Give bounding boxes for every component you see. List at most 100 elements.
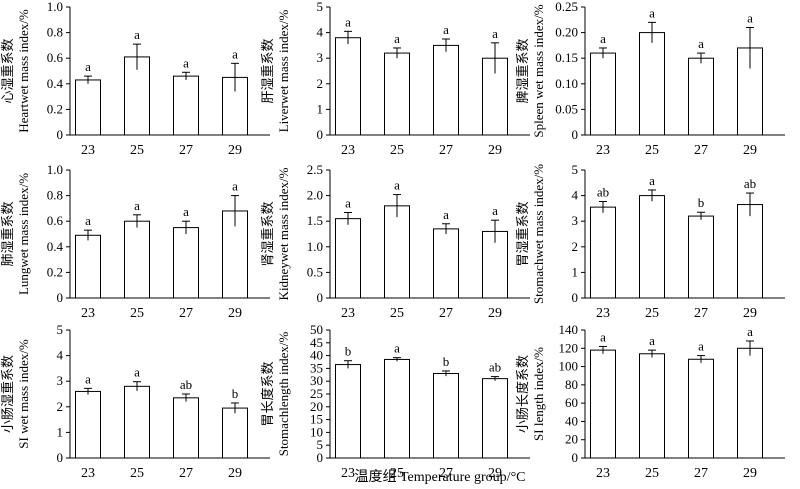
significance-letter: a xyxy=(394,178,400,193)
y-tick-label: 5 xyxy=(57,322,64,337)
y-tick-label: 40 xyxy=(310,348,323,363)
x-tick-label: 23 xyxy=(341,143,355,158)
y-tick-label: 0 xyxy=(317,127,324,142)
bar xyxy=(124,220,150,299)
chart-panel-3: 0 0.2 0.4 0.6 0.8 1.0 a 23 a 25 a 27 a 29 肺湿重系数 Lungwet… xyxy=(0,162,270,321)
y-axis-title-cn: 心湿重系数 xyxy=(0,38,15,103)
y-axis-title-cn: 肺湿重系数 xyxy=(0,201,15,266)
bar xyxy=(173,397,199,459)
bar xyxy=(173,75,199,136)
y-tick-label: 3 xyxy=(317,50,324,65)
y-tick-label: 2 xyxy=(317,76,324,91)
y-tick-label: 2 xyxy=(572,239,579,254)
y-tick-label: 0.10 xyxy=(555,76,578,91)
y-axis-title-cn: 胃湿重系数 xyxy=(515,201,530,266)
significance-letter: a xyxy=(649,173,655,188)
chart-panel-2: 0 0.05 0.10 0.15 0.20 0.25 a 23 a 25 a 27 a 29 脾湿重系数 Sp… xyxy=(515,0,785,158)
x-tick-label: 25 xyxy=(645,306,659,321)
significance-letter: b xyxy=(443,354,450,369)
y-tick-label: 0.6 xyxy=(47,50,64,65)
x-tick-label: 27 xyxy=(439,466,453,481)
bar xyxy=(384,205,410,299)
y-tick-label: 0 xyxy=(572,127,579,142)
y-tick-label: 4 xyxy=(572,188,579,203)
y-axis-title-cn: 肝湿重系数 xyxy=(260,38,275,103)
x-tick-label: 29 xyxy=(228,306,242,321)
y-tick-label: 1 xyxy=(317,101,324,116)
y-tick-label: 50 xyxy=(310,322,323,337)
y-axis-title-en: SI length index/% xyxy=(531,347,546,441)
y-tick-label: 60 xyxy=(565,395,578,410)
y-tick-label: 20 xyxy=(565,432,578,447)
bar xyxy=(75,390,101,459)
y-tick-label: 15 xyxy=(310,412,323,427)
significance-letter: a xyxy=(232,46,238,61)
y-tick-label: 3 xyxy=(572,213,579,228)
bar xyxy=(639,353,665,459)
bar xyxy=(335,364,361,459)
chart-panel-4: 0 0.5 1.0 1.5 2.0 2.5 a 23 a 25 a 27 a 29 肾湿重系数 Kidneyw… xyxy=(260,162,530,321)
chart-panel-0: 0 0.2 0.4 0.6 0.8 1.0 a 23 a 25 a 27 a 29 心湿重系数 Heartwe… xyxy=(0,0,270,158)
significance-letter: a xyxy=(698,339,704,354)
y-tick-label: 1.5 xyxy=(307,213,323,228)
bar xyxy=(688,358,714,459)
y-axis-title-en: SI wet mass index/% xyxy=(16,339,31,449)
y-axis-title-cn: 脾湿重系数 xyxy=(515,38,530,103)
y-tick-label: 0 xyxy=(57,290,64,305)
x-tick-label: 27 xyxy=(439,143,453,158)
significance-letter: a xyxy=(747,324,753,339)
x-tick-label: 29 xyxy=(228,466,242,481)
y-tick-label: 0.4 xyxy=(47,76,64,91)
significance-letter: a xyxy=(134,198,140,213)
significance-letter: b xyxy=(698,195,705,210)
y-tick-label: 140 xyxy=(559,322,579,337)
x-tick-label: 25 xyxy=(390,143,404,158)
y-tick-label: 0 xyxy=(572,450,579,465)
bar xyxy=(433,44,459,136)
y-tick-label: 80 xyxy=(565,377,578,392)
significance-letter: a xyxy=(649,5,655,20)
x-tick-label: 23 xyxy=(81,306,95,321)
y-tick-label: 4 xyxy=(317,25,324,40)
y-axis-title-en: Spleen wet mass index/% xyxy=(531,4,546,137)
x-tick-label: 23 xyxy=(596,306,610,321)
x-tick-label: 23 xyxy=(596,466,610,481)
significance-letter: ab xyxy=(180,377,192,392)
x-tick-label: 29 xyxy=(743,306,757,321)
x-tick-label: 25 xyxy=(645,466,659,481)
y-tick-label: 0.20 xyxy=(555,25,578,40)
y-tick-label: 5 xyxy=(317,0,324,14)
significance-letter: ab xyxy=(744,176,756,191)
bar xyxy=(384,358,410,459)
bar xyxy=(384,52,410,136)
y-tick-label: 1.0 xyxy=(307,239,323,254)
x-tick-label: 23 xyxy=(341,466,355,481)
x-tick-label: 29 xyxy=(743,143,757,158)
x-tick-label: 27 xyxy=(439,306,453,321)
significance-letter: a xyxy=(649,333,655,348)
y-axis-title-cn: 小肠长度系数 xyxy=(515,355,530,433)
significance-letter: a xyxy=(600,31,606,46)
significance-letter: a xyxy=(747,10,753,25)
y-tick-label: 0.8 xyxy=(47,25,63,40)
significance-letter: a xyxy=(394,341,400,356)
y-axis-title-cn: 肾湿重系数 xyxy=(260,201,275,266)
y-tick-label: 2.5 xyxy=(307,162,323,177)
y-axis-title-en: Heartwet mass index/% xyxy=(16,9,31,133)
y-tick-label: 0 xyxy=(572,290,579,305)
y-tick-label: 0.8 xyxy=(47,188,63,203)
y-tick-label: 2.0 xyxy=(307,188,323,203)
bar xyxy=(335,37,361,136)
significance-letter: a xyxy=(232,179,238,194)
y-tick-label: 40 xyxy=(565,413,578,428)
x-tick-label: 23 xyxy=(81,143,95,158)
x-axis-title: 温度组 Temperature group/°C xyxy=(354,469,525,485)
y-tick-label: 0.2 xyxy=(47,264,63,279)
significance-letter: a xyxy=(492,26,498,41)
significance-letter: ab xyxy=(489,360,501,375)
y-tick-label: 0 xyxy=(57,450,64,465)
bar xyxy=(222,407,248,459)
y-tick-label: 0 xyxy=(57,127,64,142)
